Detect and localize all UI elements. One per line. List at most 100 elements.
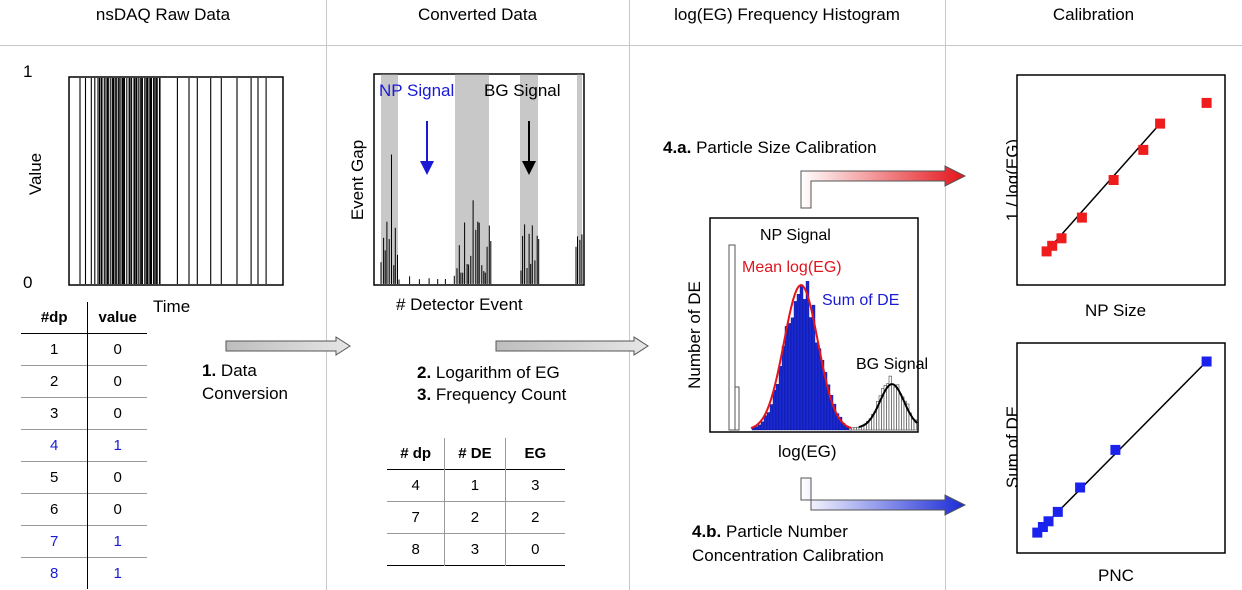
mean-log-eg-gaussian-fit — [750, 283, 852, 430]
size-calibration-chart — [1016, 74, 1226, 286]
histogram-bar — [790, 317, 795, 431]
raw-table-cell-value: 1 — [113, 565, 122, 582]
histogram-bar — [893, 386, 897, 431]
raw-table-cell-value: 0 — [113, 405, 122, 422]
raw-table-cell-dp: 3 — [21, 397, 89, 430]
conv-table-cell: 3 — [444, 533, 506, 566]
raw-table-cell-dp: 4 — [21, 429, 89, 462]
raw-x-axis-label: Time — [153, 297, 191, 316]
conv-table-cell: 1 — [444, 469, 506, 502]
conv-table-cell: 3 — [531, 477, 540, 494]
pnc-calibration-chart — [1016, 342, 1226, 554]
raw-table-cell-dp: 6 — [21, 493, 89, 526]
conv-bg-signal-label: BG Signal — [484, 81, 561, 100]
pnc-fit-line — [1036, 360, 1208, 534]
raw-table-cell-dp: 1 — [21, 333, 89, 366]
conv-table-cell: 2 — [444, 501, 506, 534]
raw-signal-bars — [79, 78, 267, 284]
header-raw-data: nsDAQ Raw Data — [95, 5, 231, 24]
histogram-bar — [805, 281, 810, 431]
raw-table-cell-value: 0 — [113, 501, 122, 518]
histogram-bar — [886, 383, 890, 431]
size-data-points — [1041, 97, 1212, 257]
histogram-bar — [793, 301, 798, 431]
histogram-plot — [709, 217, 919, 433]
raw-signal-plot — [68, 76, 284, 286]
conv-table-cell: 2 — [531, 509, 540, 526]
raw-table-cell-value: 1 — [113, 437, 122, 454]
hist-np-signal-label: NP Signal — [760, 227, 831, 244]
event-gap-spikes — [380, 154, 583, 284]
step-2-label: 2. Logarithm of EG — [417, 363, 560, 382]
header-rule — [0, 45, 1242, 46]
hist-mean-label: Mean log(EG) — [742, 259, 842, 276]
pnc-data-point — [1032, 527, 1043, 538]
size-data-point — [1076, 212, 1087, 223]
step-1-label-line2: Conversion — [202, 384, 288, 403]
conv-y-axis-label: Event Gap — [348, 139, 367, 221]
histogram-bar — [778, 366, 783, 431]
histogram-bar — [766, 412, 771, 431]
conv-table-cell: 0 — [531, 541, 540, 558]
histogram-bar — [856, 426, 860, 431]
bg-histogram-bars — [728, 244, 917, 431]
histogram-bar — [781, 345, 786, 431]
histogram-bar — [728, 244, 736, 431]
size-data-point — [1108, 175, 1119, 185]
step-4b-label-line2: Concentration Calibration — [692, 546, 884, 565]
pnc-cal-x-label: PNC — [1098, 566, 1134, 585]
size-data-point — [1047, 240, 1058, 251]
converted-data-plot — [373, 73, 585, 286]
raw-table-cell-value: 0 — [113, 341, 122, 358]
histogram-bar — [817, 348, 822, 431]
histogram-bar — [814, 342, 819, 431]
np-region-4 — [577, 74, 582, 284]
size-data-point — [1201, 97, 1212, 108]
step-3-label: 3. Frequency Count — [417, 385, 567, 404]
size-data-point — [1041, 246, 1052, 257]
histogram-bar — [799, 284, 804, 431]
np-histogram-bars — [751, 281, 852, 431]
hist-bg-signal-label: BG Signal — [856, 356, 929, 373]
pnc-data-point — [1043, 516, 1054, 527]
bg-gaussian-fit — [858, 383, 918, 428]
pnc-data-point — [1201, 356, 1212, 367]
conv-table-cell: 7 — [387, 501, 446, 534]
header-histogram: log(EG) Frequency Histogram — [674, 5, 900, 24]
raw-y-tick-top: 1 — [23, 62, 33, 81]
histogram-bar — [760, 421, 765, 431]
pnc-data-point — [1052, 506, 1063, 517]
histogram-bar — [734, 386, 740, 431]
pnc-data-points — [1032, 356, 1212, 538]
pnc-data-point — [1037, 522, 1048, 532]
divider-2 — [629, 0, 630, 590]
arrow-step-1 — [225, 336, 351, 356]
step-4b-label: 4.b. Particle Number — [692, 522, 848, 541]
hist-y-axis-label: Number of DE — [685, 281, 704, 389]
raw-y-tick-bottom: 0 — [23, 273, 33, 292]
conv-table-header-dp: # dp — [387, 438, 446, 470]
raw-table-cell-value: 1 — [113, 533, 122, 550]
histogram-bar — [808, 317, 813, 431]
divider-3 — [945, 0, 946, 590]
step-1-label: 1. Data — [202, 361, 257, 380]
histogram-bar — [898, 393, 902, 431]
raw-table-header-dp: #dp — [21, 302, 89, 334]
np-region-2 — [455, 74, 489, 284]
step-4a-label: 4.a. Particle Size Calibration — [663, 138, 877, 157]
pnc-data-point — [1075, 482, 1086, 493]
arrow-step-2 — [495, 336, 649, 356]
raw-table-cell-value: 0 — [113, 469, 122, 486]
conv-table-cell: 4 — [387, 469, 446, 502]
arrow-step-4a — [800, 165, 967, 209]
histogram-bar — [784, 326, 789, 431]
